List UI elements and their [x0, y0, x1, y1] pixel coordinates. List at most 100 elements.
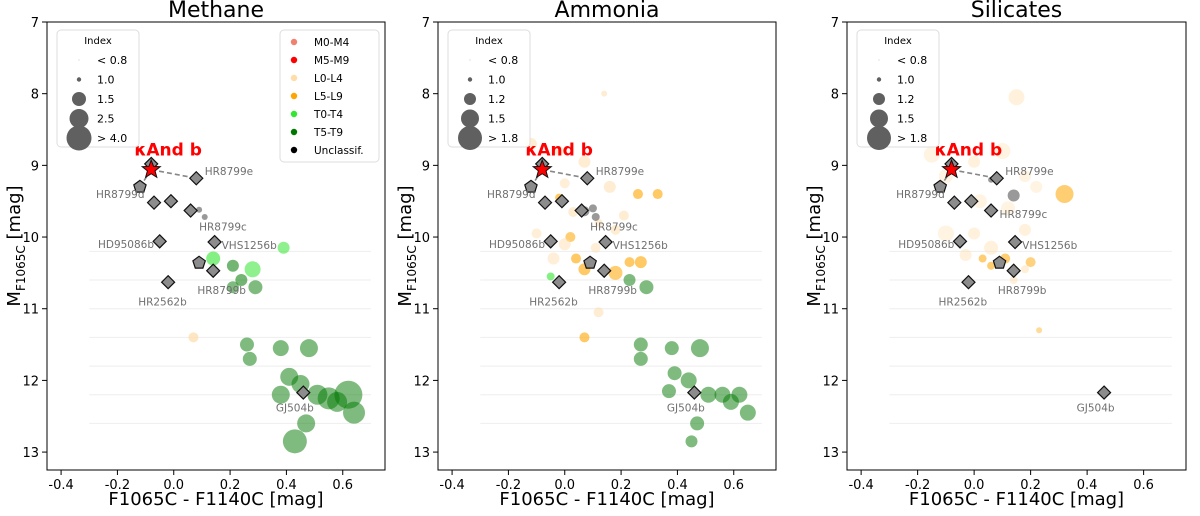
data-point	[206, 251, 221, 266]
data-point	[248, 280, 263, 295]
data-point	[624, 257, 635, 268]
companion-marker	[537, 195, 553, 210]
x-tick-label: -0.2	[905, 478, 930, 493]
index-legend-label: 2.5	[97, 113, 115, 126]
companion-hr2562b	[160, 274, 176, 290]
data-point	[664, 341, 679, 356]
connector-line	[151, 168, 197, 180]
index-legend-marker	[464, 93, 476, 105]
y-tick-label: 7	[422, 16, 430, 31]
y-axis-label: MF1065C [mag]	[395, 185, 419, 306]
kappa-and-b-star	[941, 158, 962, 179]
data-point	[623, 274, 636, 287]
y-axis-label-sub: F1065C	[14, 245, 28, 291]
companion-hr8799d	[133, 179, 147, 193]
companion-label: HR2562b	[529, 297, 578, 309]
companion-label: VHS1256b	[613, 240, 668, 252]
companion-hd95086b	[952, 233, 968, 249]
panel-title: Methane	[168, 0, 264, 23]
index-legend-title: Index	[84, 36, 112, 47]
data-point-gray	[591, 212, 600, 221]
class-legend-label: M5-M9	[314, 55, 349, 67]
y-axis-label: MF1065C [mag]	[804, 185, 828, 306]
data-point-gray	[196, 206, 203, 213]
index-legend-title: Index	[475, 36, 503, 47]
companion-label: HR8799d	[96, 189, 145, 201]
data-point	[1055, 185, 1074, 204]
data-point	[571, 253, 582, 264]
data-point	[923, 146, 940, 163]
y-tick-label: 11	[413, 303, 430, 318]
data-point	[652, 189, 663, 200]
data-point	[547, 252, 560, 265]
data-point	[972, 194, 987, 209]
companion-label: VHS1256b	[1022, 240, 1077, 252]
companion-label: HD95086b	[898, 239, 954, 251]
class-legend-label: T0-T4	[313, 109, 343, 121]
data-point	[739, 404, 756, 421]
x-tick-label: 0.2	[611, 478, 632, 493]
data-point	[959, 248, 972, 261]
companion-gj504b	[686, 385, 702, 400]
companion-marker	[146, 195, 162, 210]
class-legend-label: L5-L9	[314, 91, 343, 103]
companion-markers: HR8799e HR8799d HR8799c HD95086b VHS1256b HR8…	[487, 156, 705, 415]
data-point	[299, 339, 318, 358]
companion-label: HD95086b	[489, 239, 545, 251]
data-point	[667, 366, 682, 381]
x-tick-label: -0.4	[848, 478, 873, 493]
data-point	[1001, 201, 1016, 216]
companion-hr8799c	[574, 203, 589, 218]
index-legend-label: 1.0	[488, 74, 506, 87]
x-tick-label: 0.2	[1020, 478, 1041, 493]
companion-hr8799c	[983, 203, 999, 218]
class-legend-marker	[290, 146, 298, 154]
companion-label: GJ504b	[667, 403, 705, 415]
index-legend-marker	[78, 59, 80, 61]
companion-label: HR8799d	[896, 189, 945, 201]
data-point	[242, 351, 257, 366]
companion-label: VHS1256b	[222, 240, 277, 252]
data-point	[593, 307, 604, 318]
companion-label: HR8799c	[590, 221, 638, 233]
index-legend-label: < 0.8	[897, 54, 927, 67]
data-point	[680, 372, 697, 389]
data-point-gray	[1007, 189, 1020, 202]
kappa-and-b-label: κAnd b	[134, 141, 202, 161]
index-legend-marker	[66, 125, 92, 151]
companion-marker	[163, 193, 179, 209]
index-legend-label: 1.5	[897, 113, 915, 126]
index-legend-label: < 0.8	[488, 54, 518, 67]
x-tick-label: 0.4	[667, 478, 688, 493]
data-point	[1018, 170, 1031, 183]
companion-markers: HR8799e HR8799d HR8799c HD95086b VHS1256b HR8…	[896, 156, 1115, 415]
companion-hr8799b	[596, 263, 612, 279]
y-tick-label: 11	[822, 303, 839, 318]
companion-label: HR8799e	[1005, 166, 1053, 178]
data-point	[968, 155, 981, 168]
class-legend-marker	[290, 128, 298, 136]
y-axis-label-main: M	[804, 291, 825, 307]
data-point	[994, 143, 1011, 160]
y-tick-label: 10	[822, 231, 839, 246]
class-legend-label: Unclassif.	[314, 145, 364, 157]
y-axis-label-main: M	[395, 291, 416, 307]
index-legend-marker	[878, 59, 880, 61]
y-tick-label: 7	[831, 16, 839, 31]
data-point	[565, 232, 576, 243]
companion-gj504b	[295, 385, 311, 400]
x-tick-label: 0.6	[723, 478, 744, 493]
companion-label: HR2562b	[939, 297, 988, 309]
index-legend-label: 1.2	[897, 93, 915, 106]
x-tick-label: -0.4	[439, 478, 464, 493]
class-legend-marker	[290, 92, 298, 100]
data-point	[1020, 265, 1029, 274]
index-legend-label: 1.5	[488, 113, 506, 126]
panel-title: Silicates	[971, 0, 1063, 23]
x-tick-label: 0.2	[220, 478, 241, 493]
companion-label: HR2562b	[138, 297, 187, 309]
panel-ammonia: Ammonia HR8799e HR8799d HR8799c HD95086b VHS1…	[395, 0, 777, 510]
data-point	[661, 384, 676, 399]
index-legend-label: > 1.8	[488, 132, 518, 145]
